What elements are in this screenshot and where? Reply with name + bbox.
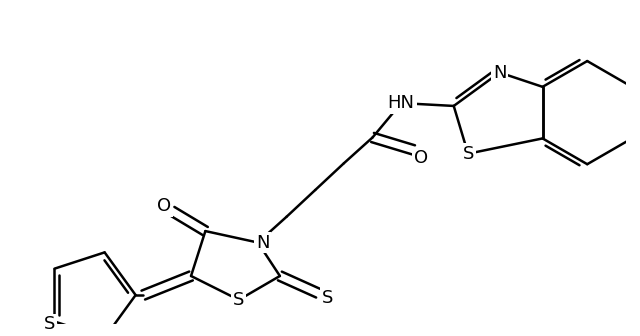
Text: O: O (157, 197, 172, 215)
Text: O: O (414, 149, 428, 167)
Text: N: N (493, 64, 506, 82)
Text: HN: HN (388, 94, 415, 112)
Text: S: S (462, 145, 474, 163)
Text: S: S (44, 316, 55, 333)
Text: N: N (256, 234, 269, 252)
Text: S: S (322, 289, 333, 307)
Text: S: S (233, 291, 244, 309)
